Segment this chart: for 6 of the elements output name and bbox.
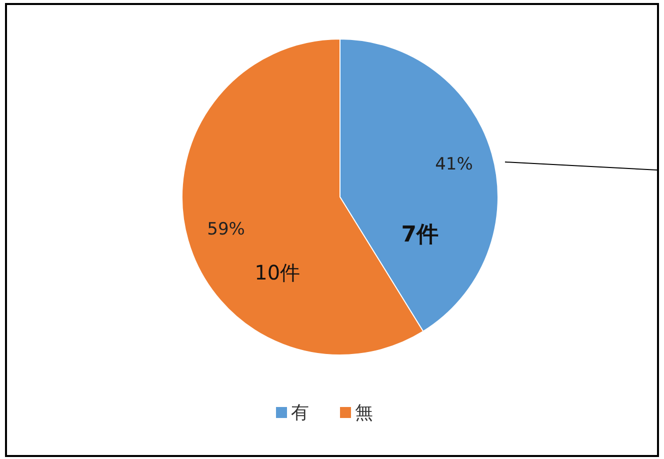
legend-label: 無 [355,402,373,424]
text: 41% [435,154,473,175]
text: 59% [207,219,245,240]
data-label: 7件 [401,222,439,248]
data-label: 10件 [254,260,300,284]
legend-label: 有 [291,402,309,424]
